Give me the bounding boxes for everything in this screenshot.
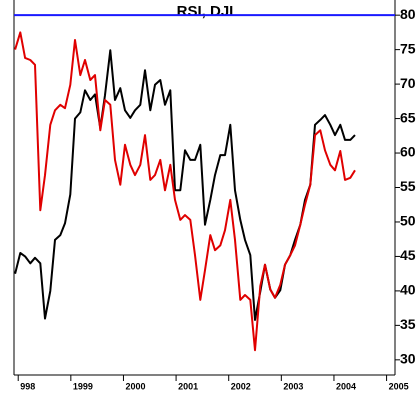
y-tick-label: 75 (400, 40, 416, 56)
y-tick-label: 35 (400, 316, 416, 332)
y-tick-label: 50 (400, 213, 416, 229)
series-line (14, 49, 356, 321)
x-tick-label: 2002 (231, 381, 251, 391)
x-tick-label: 2005 (389, 381, 409, 391)
y-tick-label: 30 (400, 351, 416, 367)
x-tick-label: 998 (20, 381, 35, 391)
y-tick-label: 70 (400, 75, 416, 91)
y-tick-label: 65 (400, 109, 416, 125)
y-tick-label: 45 (400, 247, 416, 263)
chart-title: RSI, DJI (177, 3, 234, 20)
y-tick-label: 80 (400, 6, 416, 22)
series-line (14, 31, 356, 352)
x-tick-label: 1999 (73, 381, 93, 391)
y-tick-label: 60 (400, 144, 416, 160)
y-tick-label: 40 (400, 282, 416, 298)
x-tick-label: 2001 (178, 381, 198, 391)
x-tick-label: 2004 (336, 381, 356, 391)
x-tick-label: 2000 (125, 381, 145, 391)
x-tick-label: 2003 (283, 381, 303, 391)
y-tick-label: 55 (400, 178, 416, 194)
